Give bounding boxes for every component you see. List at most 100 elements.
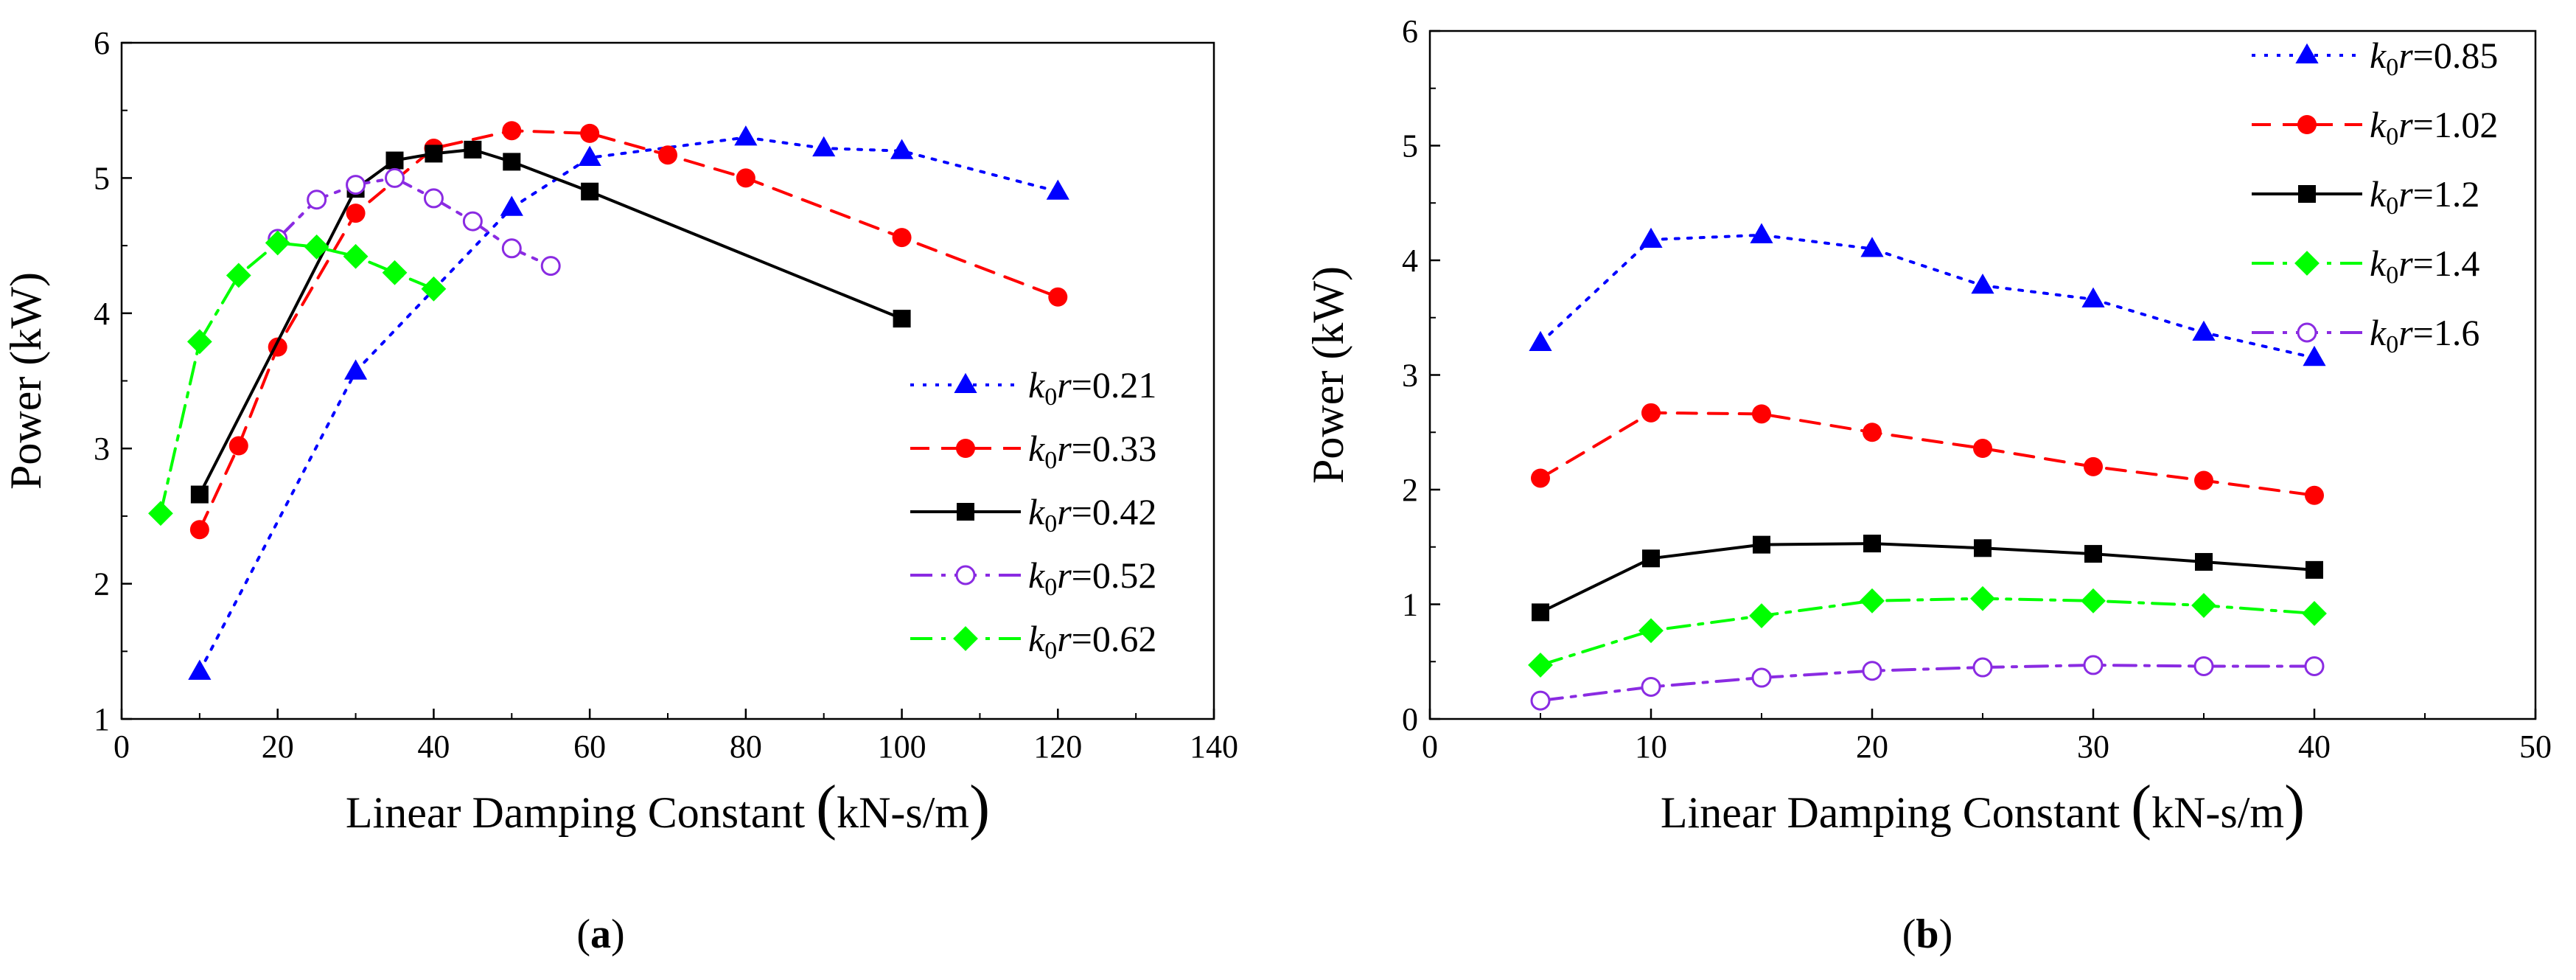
chart-panel-a: 0 20 40 60 80 100 120 140 1 2 3 4 5 6 Power (kW) Linear… [1,25,1238,957]
legend-marker-1.02 [2297,115,2317,134]
data-point-0.52 [540,256,561,277]
plot-frame [120,41,1215,720]
series-line-1.02 [1539,411,2316,497]
data-point-0.85 [2192,320,2216,341]
data-point-1.6 [1972,657,1993,678]
data-point-1.4 [1528,653,1553,678]
data-point-0.85 [1750,223,1773,243]
legend-marker-0.33 [956,439,975,458]
data-point-0.42 [385,151,404,170]
data-point-0.62 [421,276,447,302]
x-axis-label: Linear Damping Constant (kN-s/m) [346,773,990,841]
x-tick-label: 20 [1856,729,1888,765]
data-point-1.2 [1974,539,1992,557]
panel-caption: (a) [576,911,624,957]
data-point-0.21 [188,659,212,680]
y-tick-label: 2 [94,566,110,602]
y-tick-label: 1 [94,701,110,737]
data-point-0.62 [226,263,251,288]
data-point-0.42 [425,145,443,163]
data-point-0.62 [382,260,408,285]
legend-label-1.4: k0r=1.4 [2370,243,2479,289]
legend-label-1.02: k0r=1.02 [2370,104,2498,150]
data-point-0.21 [812,136,836,157]
data-point-1.2 [1642,549,1660,568]
data-point-0.85 [1529,330,1552,352]
data-point-1.2 [2084,545,2102,563]
data-point-1.4 [2191,593,2216,618]
x-tick-label: 10 [1635,729,1667,765]
data-point-0.52 [307,190,327,210]
data-point-1.4 [1970,585,1995,611]
data-point-1.2 [2306,560,2323,579]
y-tick-label: 5 [94,160,110,196]
data-point-0.21 [890,139,914,159]
legend-label-0.62: k0r=0.62 [1028,618,1156,664]
legend-label-1.6: k0r=1.6 [2370,312,2479,358]
y-tick-label: 4 [94,296,110,332]
x-tick-label: 0 [114,729,130,765]
data-point-1.4 [1638,618,1664,644]
x-tick-label: 140 [1190,729,1238,765]
y-tick-label: 3 [94,431,110,467]
data-point-0.62 [304,234,329,260]
legend-marker-0.21 [954,372,977,394]
legend-marker-1.4 [2294,251,2320,276]
data-point-1.6 [1862,661,1882,681]
legend-marker-0.62 [953,626,978,651]
x-tick-label: 40 [417,729,450,765]
data-point-0.33 [502,121,522,141]
x-tick-label: 120 [1033,729,1082,765]
data-point-0.42 [893,310,911,328]
data-point-0.21 [500,195,523,216]
data-point-1.4 [1860,588,1885,614]
data-point-0.62 [343,243,369,269]
data-point-1.2 [1863,535,1881,553]
x-axis-label: Linear Damping Constant (kN-s/m) [1661,773,2305,841]
data-point-1.6 [1751,667,1772,688]
y-tick-label: 3 [1402,358,1418,394]
data-point-0.52 [423,188,444,209]
y-axis-label: Power (kW) [1,272,50,490]
data-point-0.62 [148,501,173,527]
data-point-1.02 [1752,404,1771,424]
data-point-1.02 [2305,485,2324,505]
data-point-0.33 [892,228,912,248]
data-point-0.85 [2303,345,2326,366]
x-tick-label: 100 [878,729,926,765]
data-point-0.33 [228,436,248,456]
data-point-1.4 [2081,588,2106,614]
data-point-0.33 [189,520,209,540]
data-point-1.2 [1753,535,1770,554]
legend-marker-1.6 [2297,322,2317,343]
data-point-1.02 [2084,456,2103,476]
panel-caption: (b) [1902,911,1952,957]
series-line-1.4 [1539,597,2316,667]
chart-panel-b: 0 10 20 30 40 50 0 1 2 3 4 5 6 Power (kW) Linear Dampi… [1304,13,2552,957]
data-point-0.33 [346,204,366,223]
legend-label-0.85: k0r=0.85 [2370,35,2498,81]
series-line-1.2 [1539,542,2316,614]
y-tick-label: 6 [1402,13,1418,49]
data-point-1.02 [2194,470,2213,490]
series-line-0.42 [198,147,904,496]
x-tick-label: 0 [1422,729,1438,765]
data-point-0.21 [578,145,601,166]
y-tick-label: 5 [1402,128,1418,164]
data-point-0.52 [501,238,522,259]
data-point-1.6 [2304,656,2325,676]
y-tick-label: 6 [94,25,110,61]
y-axis-label: Power (kW) [1304,266,1352,484]
legend-label-0.52: k0r=0.52 [1028,555,1156,601]
data-point-0.33 [658,145,677,165]
data-point-1.6 [1530,690,1551,711]
legend-marker-0.42 [957,503,974,521]
y-tick-label: 1 [1402,587,1418,623]
x-tick-label: 50 [2519,729,2552,765]
data-point-0.85 [1860,237,1884,257]
data-point-1.2 [2195,552,2213,571]
x-tick-label: 60 [573,729,606,765]
data-point-1.02 [1531,468,1550,488]
data-point-0.85 [1971,273,1994,294]
